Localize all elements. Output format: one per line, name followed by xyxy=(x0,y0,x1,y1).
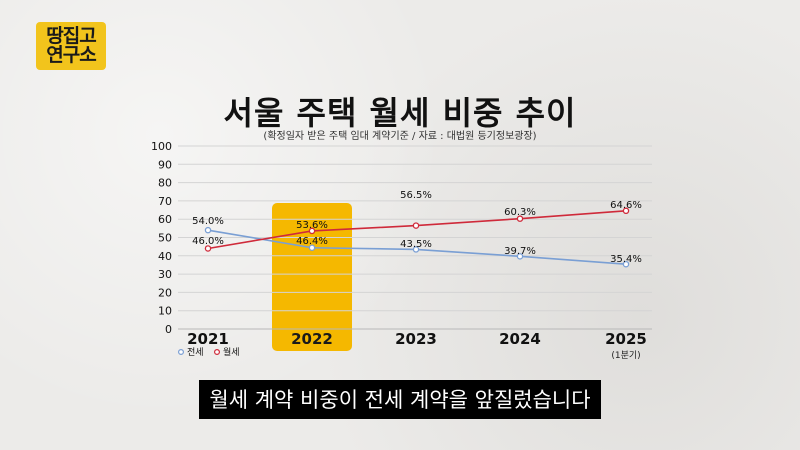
data-label: 46.0% xyxy=(192,236,224,247)
y-tick-label: 40 xyxy=(158,250,172,263)
legend-label: 전세 xyxy=(187,347,204,358)
chart-subtitle: (확정일자 받은 주택 임대 계약기준 / 자료 : 대법원 등기정보광장) xyxy=(263,131,537,142)
data-point xyxy=(308,227,316,235)
data-point xyxy=(204,245,212,252)
x-tick-label: 2022 xyxy=(291,330,333,348)
y-tick-label: 20 xyxy=(158,286,172,299)
channel-logo: 땅집고 연구소 xyxy=(36,22,106,70)
y-tick-label: 60 xyxy=(158,213,172,226)
caption-bar: 월세 계약 비중이 전세 계약을 앞질렀습니다 xyxy=(0,380,800,419)
x-tick-label: 2023 xyxy=(395,330,437,348)
data-label: 56.5% xyxy=(400,190,432,201)
caption-text: 월세 계약 비중이 전세 계약을 앞질렀습니다 xyxy=(199,380,601,419)
data-label: 35.4% xyxy=(610,254,642,265)
logo-line1: 땅집고 xyxy=(46,24,96,47)
x-tick-label: 2025 xyxy=(605,330,647,348)
y-tick-label: 90 xyxy=(158,158,172,171)
y-tick-label: 50 xyxy=(158,232,172,245)
highlight-band xyxy=(272,203,352,351)
x-tick-label: 2024 xyxy=(499,330,541,348)
data-point xyxy=(308,244,316,251)
y-tick-label: 70 xyxy=(158,195,172,208)
legend-marker xyxy=(214,349,221,356)
y-tick-label: 0 xyxy=(165,323,172,336)
logo-line2: 연구소 xyxy=(46,44,96,66)
y-tick-label: 100 xyxy=(151,140,172,153)
data-point xyxy=(622,207,630,215)
data-label: 43.5% xyxy=(400,239,432,250)
y-tick-label: 10 xyxy=(158,305,172,318)
data-point xyxy=(412,222,420,229)
data-point xyxy=(622,260,630,268)
data-label: 46.4% xyxy=(296,236,328,247)
legend-marker xyxy=(178,349,185,356)
data-label: 54.0% xyxy=(192,216,224,227)
data-point xyxy=(516,253,524,260)
x-tick-note: (1분기) xyxy=(611,350,640,361)
data-point xyxy=(516,215,524,222)
data-label: 39.7% xyxy=(504,246,536,257)
y-tick-label: 30 xyxy=(158,268,172,281)
data-label: 64.6% xyxy=(610,200,642,211)
data-point xyxy=(204,226,212,234)
data-point xyxy=(412,246,420,253)
legend-label: 월세 xyxy=(223,346,240,358)
data-label: 53.6% xyxy=(296,220,328,231)
data-label: 60.3% xyxy=(504,207,536,218)
x-tick-label: 2021 xyxy=(187,330,229,348)
y-tick-label: 80 xyxy=(158,177,172,190)
chart-title: 서울 주택 월세 비중 추이 xyxy=(223,94,577,132)
